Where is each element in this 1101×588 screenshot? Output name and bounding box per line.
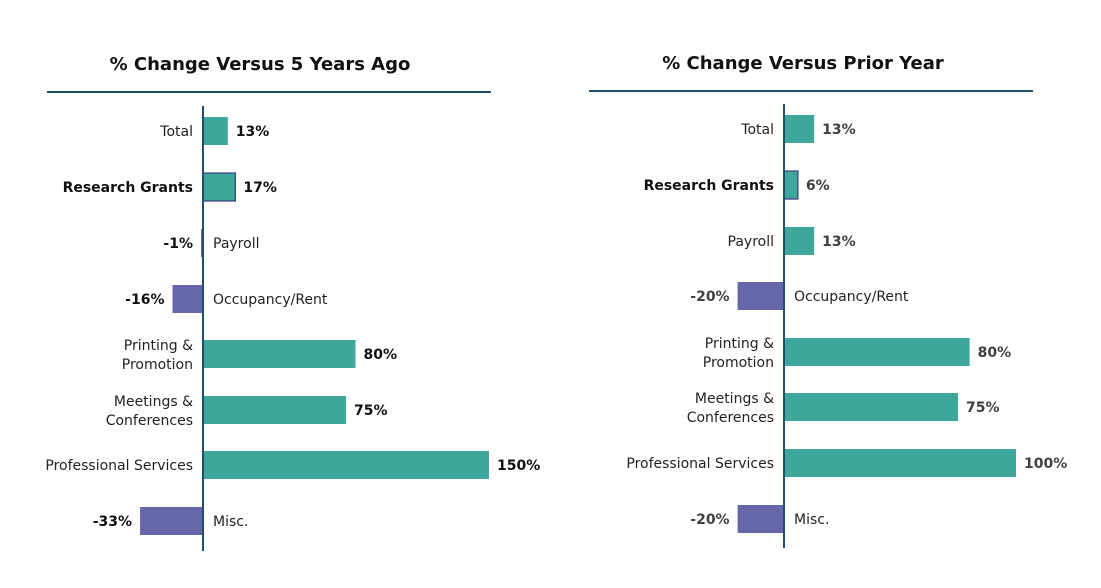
value-label: 80% (978, 345, 1012, 361)
bar-printing-and-promotion (784, 338, 970, 366)
category-label: Professional Services (45, 458, 193, 474)
category-label: Occupancy/Rent (213, 292, 328, 308)
category-label: Misc. (213, 514, 248, 530)
category-label: Meetings & Conferences (106, 394, 193, 429)
bar-printing-and-promotion (203, 340, 356, 368)
category-label: Payroll (213, 236, 259, 252)
category-label: Research Grants (63, 180, 193, 196)
chart-title: % Change Versus 5 Years Ago (110, 54, 411, 75)
bar-occupancy-rent (737, 282, 784, 310)
bar-meetings-and-conferences (203, 396, 346, 424)
value-label: -16% (125, 292, 164, 308)
category-label: Payroll (728, 234, 774, 250)
value-label: -1% (163, 236, 193, 252)
category-label: Professional Services (626, 456, 774, 472)
bar-series: 13% Total 6% Research Grants 13% Payroll -20% O… (626, 115, 1067, 533)
category-label: Occupancy/Rent (794, 289, 909, 305)
bar-payroll (784, 227, 815, 255)
bar-misc (737, 505, 784, 533)
value-label: 6% (806, 178, 830, 194)
chart-title: % Change Versus Prior Year (662, 53, 944, 74)
value-label: -20% (690, 512, 729, 528)
value-label: 75% (966, 400, 1000, 416)
bar-total (784, 115, 815, 143)
value-label: 13% (822, 122, 856, 138)
category-label: Meetings & Conferences (687, 391, 774, 426)
chart-prior-year: % Change Versus Prior Year 13% Total 6% Res… (589, 53, 1067, 548)
bar-total (203, 117, 228, 145)
value-label: 13% (236, 124, 270, 140)
category-label: Misc. (794, 512, 829, 528)
bar-series: 13% Total 17% Research Grants -1% Payroll -16%… (45, 117, 540, 535)
bar-occupancy-rent (172, 285, 203, 313)
value-label: -20% (690, 289, 729, 305)
category-label: Research Grants (644, 178, 774, 194)
category-label: Total (159, 124, 193, 140)
value-label: 150% (497, 458, 540, 474)
bar-misc (140, 507, 203, 535)
bar-research-grants (202, 172, 237, 202)
chart-five-years: % Change Versus 5 Years Ago 13% Total 17% R… (45, 54, 540, 551)
bar-professional-services (203, 451, 489, 479)
value-label: 75% (354, 403, 388, 419)
bar-professional-services (784, 449, 1016, 477)
value-label: 100% (1024, 456, 1067, 472)
bar-research-grants (783, 170, 799, 200)
bar-meetings-and-conferences (784, 393, 958, 421)
value-label: -33% (93, 514, 132, 530)
category-label: Printing & Promotion (122, 338, 193, 373)
category-label: Total (740, 122, 774, 138)
category-label: Printing & Promotion (703, 336, 774, 371)
value-label: 13% (822, 234, 856, 250)
value-label: 17% (243, 180, 277, 196)
value-label: 80% (364, 347, 398, 363)
